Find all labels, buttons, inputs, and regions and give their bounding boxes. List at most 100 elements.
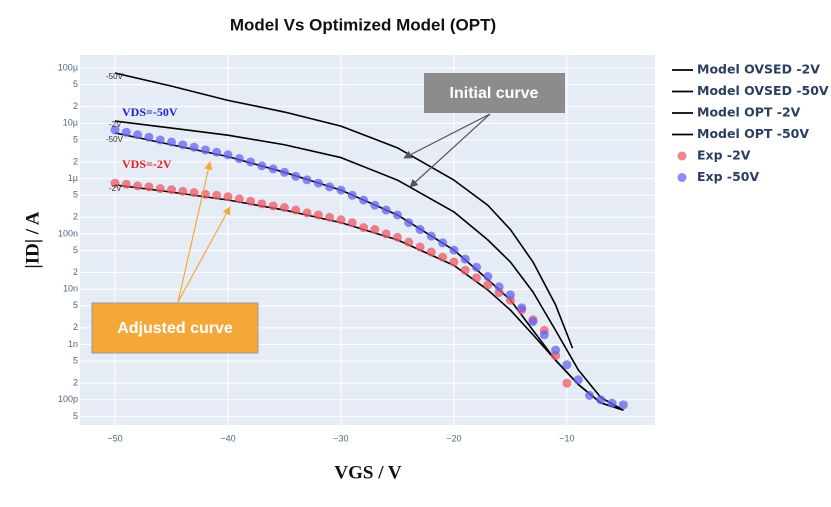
data-point bbox=[472, 273, 482, 283]
x-tick-label: −40 bbox=[220, 433, 235, 443]
model-line bbox=[114, 120, 624, 411]
data-point bbox=[178, 186, 188, 196]
data-point bbox=[426, 231, 436, 241]
data-point bbox=[279, 167, 289, 177]
data-point bbox=[189, 142, 199, 152]
data-point bbox=[144, 132, 154, 142]
data-point bbox=[381, 205, 391, 215]
data-point bbox=[370, 225, 380, 235]
data-point bbox=[607, 398, 617, 408]
data-point bbox=[539, 330, 549, 340]
data-point bbox=[404, 218, 414, 228]
y-tick-label: 5 bbox=[73, 356, 78, 366]
data-point bbox=[449, 245, 459, 255]
y-tick-label: 5 bbox=[73, 134, 78, 144]
y-tick-label: 2 bbox=[73, 101, 78, 111]
data-point bbox=[110, 125, 120, 135]
y-tick-label: 2 bbox=[73, 212, 78, 222]
y-tick-label: 1µ bbox=[68, 173, 78, 183]
model-line bbox=[114, 72, 574, 349]
data-point bbox=[438, 252, 448, 262]
data-point bbox=[167, 137, 177, 147]
data-point bbox=[618, 400, 628, 410]
annotation: VDS=-50V bbox=[122, 105, 178, 119]
data-point bbox=[200, 145, 210, 155]
data-point bbox=[347, 190, 357, 200]
data-point bbox=[483, 280, 493, 290]
data-point bbox=[212, 190, 222, 200]
legend-label: Model OPT -2V bbox=[697, 105, 801, 120]
data-point bbox=[472, 262, 482, 272]
data-point bbox=[392, 210, 402, 220]
legend-label: Exp -50V bbox=[697, 169, 759, 184]
x-tick-label: −10 bbox=[559, 433, 574, 443]
data-point bbox=[336, 185, 346, 195]
data-point bbox=[596, 395, 606, 405]
data-point bbox=[212, 147, 222, 157]
data-point bbox=[144, 182, 154, 192]
data-point bbox=[268, 164, 278, 174]
data-point bbox=[370, 200, 380, 210]
y-tick-label: 2 bbox=[73, 267, 78, 277]
data-point bbox=[336, 215, 346, 225]
data-point bbox=[121, 179, 131, 189]
data-point bbox=[460, 254, 470, 264]
data-point bbox=[257, 161, 267, 171]
y-tick-label: 2 bbox=[73, 322, 78, 332]
data-point bbox=[494, 282, 504, 292]
arrow bbox=[177, 206, 231, 303]
legend-label: Exp -2V bbox=[697, 148, 751, 163]
callout-box bbox=[424, 73, 565, 113]
y-tick-label: 5 bbox=[73, 79, 78, 89]
arrow bbox=[409, 113, 491, 188]
callout-box bbox=[91, 302, 259, 354]
x-tick-label: −50 bbox=[107, 433, 122, 443]
legend: Model OVSED -2V Model OVSED -50V Model OPT… bbox=[672, 62, 829, 184]
legend-label: Model OPT -50V bbox=[697, 126, 809, 141]
y-tick-label: 2 bbox=[73, 156, 78, 166]
data-point bbox=[528, 317, 538, 327]
y-tick-label: 10n bbox=[63, 284, 78, 294]
data-point bbox=[178, 140, 188, 150]
data-point bbox=[392, 232, 402, 242]
data-point bbox=[268, 201, 278, 211]
data-point bbox=[517, 303, 527, 313]
legend-label: Model OVSED -2V bbox=[697, 62, 820, 77]
data-point bbox=[562, 360, 572, 370]
data-point bbox=[246, 157, 256, 167]
data-point bbox=[223, 192, 233, 202]
legend-swatch bbox=[677, 173, 687, 182]
data-point bbox=[325, 182, 335, 192]
data-point bbox=[246, 196, 256, 206]
data-point bbox=[121, 127, 131, 137]
y-tick-label: 100µ bbox=[58, 62, 78, 72]
data-point bbox=[449, 257, 459, 267]
data-point bbox=[133, 181, 143, 191]
data-point bbox=[291, 171, 301, 181]
data-point bbox=[415, 242, 425, 252]
data-point bbox=[167, 185, 177, 195]
data-point bbox=[234, 154, 244, 164]
x-axis-title: VGS / V bbox=[334, 462, 402, 483]
y-tick-label: 1n bbox=[68, 339, 78, 349]
y-tick-label: 10µ bbox=[63, 118, 78, 128]
data-point bbox=[381, 229, 391, 239]
data-point bbox=[573, 375, 583, 385]
y-tick-label: 2 bbox=[73, 378, 78, 388]
callout-text: Initial curve bbox=[450, 85, 539, 102]
y-tick-label: 100n bbox=[58, 228, 78, 238]
data-point bbox=[291, 205, 301, 215]
data-point bbox=[313, 210, 323, 220]
data-point bbox=[325, 212, 335, 222]
data-point bbox=[505, 290, 515, 300]
data-point bbox=[302, 175, 312, 185]
data-point bbox=[279, 203, 289, 213]
annotation: -50V bbox=[106, 135, 124, 144]
data-point bbox=[110, 178, 120, 188]
data-point bbox=[257, 199, 267, 209]
data-point bbox=[483, 271, 493, 281]
x-tick-label: −20 bbox=[446, 433, 461, 443]
y-tick-label: 5 bbox=[73, 245, 78, 255]
data-point bbox=[359, 195, 369, 205]
